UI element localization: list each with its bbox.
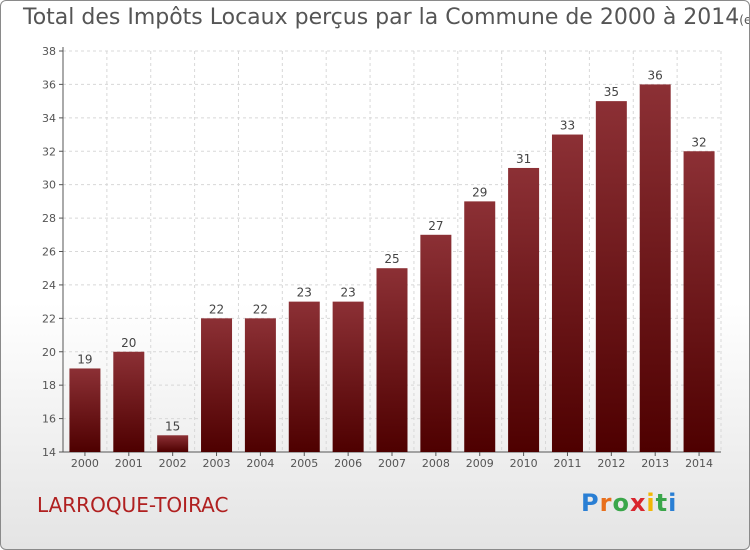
data-label: 35 bbox=[604, 85, 619, 99]
logo-letter: i bbox=[646, 489, 656, 517]
chart-title-text: Total des Impôts Locaux perçus par la Co… bbox=[23, 5, 740, 30]
data-label: 23 bbox=[297, 286, 312, 300]
bar bbox=[113, 351, 145, 452]
logo-letter: r bbox=[599, 489, 613, 517]
y-tick-label: 32 bbox=[42, 145, 56, 158]
x-tick-label: 2001 bbox=[115, 457, 143, 470]
x-tick-label: 2008 bbox=[422, 457, 450, 470]
logo-letter: i bbox=[668, 489, 678, 517]
data-label: 22 bbox=[253, 302, 268, 316]
bar bbox=[639, 84, 671, 453]
bar bbox=[376, 268, 408, 452]
y-tick-label: 36 bbox=[42, 78, 56, 91]
y-tick-label: 20 bbox=[42, 346, 56, 359]
x-tick-label: 2003 bbox=[203, 457, 231, 470]
y-tick-label: 38 bbox=[42, 45, 56, 58]
y-tick-label: 28 bbox=[42, 212, 56, 225]
data-label: 32 bbox=[691, 135, 706, 149]
data-label: 36 bbox=[648, 68, 663, 82]
x-tick-label: 2011 bbox=[553, 457, 581, 470]
y-tick-label: 16 bbox=[42, 413, 56, 426]
x-tick-label: 2010 bbox=[510, 457, 538, 470]
y-tick-label: 26 bbox=[42, 246, 56, 259]
data-label: 25 bbox=[384, 252, 399, 266]
chart-title: Total des Impôts Locaux perçus par la Co… bbox=[23, 5, 749, 30]
logo-letter: t bbox=[655, 489, 669, 517]
x-tick-label: 2013 bbox=[641, 457, 669, 470]
y-tick-label: 14 bbox=[42, 446, 56, 459]
bar bbox=[288, 301, 320, 452]
data-label: 22 bbox=[209, 302, 224, 316]
x-tick-label: 2009 bbox=[466, 457, 494, 470]
data-label: 33 bbox=[560, 119, 575, 133]
bar bbox=[464, 201, 496, 452]
bar bbox=[332, 301, 364, 452]
proxiti-logo: Proxiti bbox=[581, 489, 677, 517]
x-tick-label: 2005 bbox=[290, 457, 318, 470]
y-tick-label: 18 bbox=[42, 379, 56, 392]
bar bbox=[201, 318, 233, 452]
data-label: 31 bbox=[516, 152, 531, 166]
bar bbox=[244, 318, 276, 452]
y-tick-label: 24 bbox=[42, 279, 56, 292]
data-label: 27 bbox=[428, 219, 443, 233]
x-tick-label: 2004 bbox=[246, 457, 274, 470]
x-tick-label: 2014 bbox=[685, 457, 713, 470]
logo-letter: x bbox=[629, 489, 647, 517]
commune-name: LARROQUE-TOIRAC bbox=[37, 493, 229, 517]
y-tick-label: 30 bbox=[42, 179, 56, 192]
x-tick-label: 2000 bbox=[71, 457, 99, 470]
data-label: 20 bbox=[121, 336, 136, 350]
data-label: 15 bbox=[165, 419, 180, 433]
y-tick-label: 34 bbox=[42, 112, 56, 125]
x-tick-label: 2007 bbox=[378, 457, 406, 470]
bar bbox=[551, 134, 583, 452]
bar bbox=[595, 101, 627, 452]
bar bbox=[683, 151, 715, 452]
x-tick-label: 2006 bbox=[334, 457, 362, 470]
bar bbox=[420, 234, 452, 452]
y-tick-label: 22 bbox=[42, 312, 56, 325]
chart-unit: (en milliers d'€) bbox=[739, 13, 749, 27]
logo-letter: P bbox=[581, 489, 600, 517]
bar bbox=[157, 435, 189, 452]
data-label: 19 bbox=[77, 352, 92, 366]
data-label: 29 bbox=[472, 185, 487, 199]
logo-letter: o bbox=[612, 489, 630, 517]
bar bbox=[69, 368, 101, 452]
x-tick-label: 2012 bbox=[597, 457, 625, 470]
x-tick-label: 2002 bbox=[159, 457, 187, 470]
bar bbox=[508, 167, 540, 453]
data-label: 23 bbox=[340, 286, 355, 300]
